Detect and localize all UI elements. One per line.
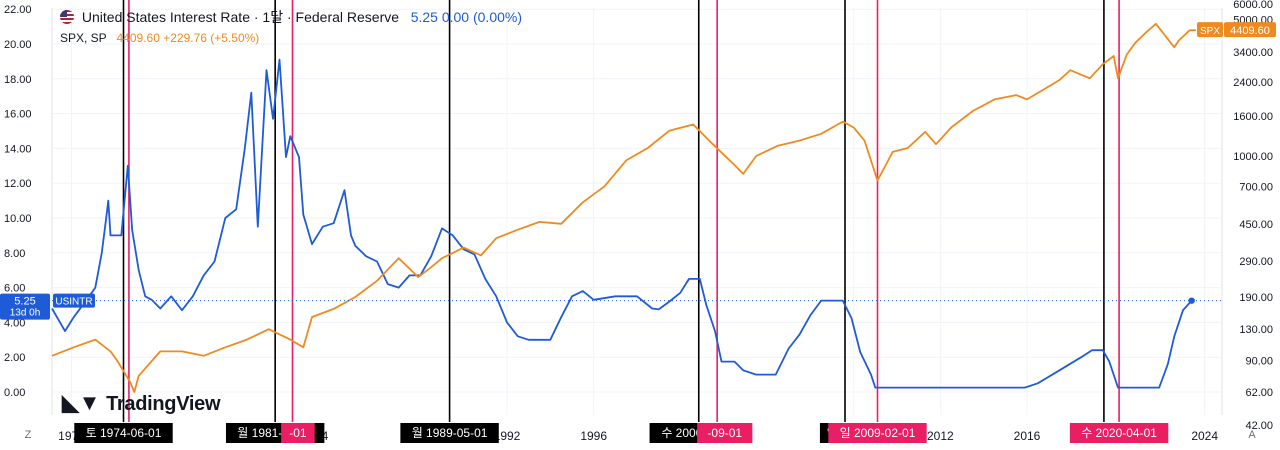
x-tick-label: 2024 <box>1191 429 1218 443</box>
y-left-tick-label: 22.00 <box>4 4 32 16</box>
y-left-tick-label: 8.00 <box>4 248 25 260</box>
spx-line <box>51 22 1197 393</box>
interest-rate-line <box>51 58 1193 389</box>
date-tag-label: -01 <box>289 426 307 440</box>
y-left-tick-label: 0.00 <box>4 387 25 399</box>
y-right-tick-label: 190.00 <box>1239 292 1273 304</box>
auto-scale-button[interactable]: A <box>1248 429 1256 441</box>
y-right-tick-label: 6000.00 <box>1233 0 1273 11</box>
legend-main: United States Interest Rate · 1달 · Feder… <box>60 7 522 27</box>
left-price-label-value: 5.25 <box>14 296 35 308</box>
right-symbol-tag-bg <box>1197 22 1223 38</box>
y-left-tick-label: 20.00 <box>4 39 32 51</box>
x-tick-label-partial: 4 <box>322 429 329 443</box>
y-right-tick-label: 42.00 <box>1245 420 1273 432</box>
legend-spx-value: 4409.60 +229.76 (+5.50%) <box>116 31 260 45</box>
y-left-tick-label: 10.00 <box>4 213 32 225</box>
left-symbol-tag: USINTR <box>55 297 92 308</box>
y-right-tick-label: 450.00 <box>1239 219 1273 231</box>
interest-rate-last-point <box>1188 297 1195 304</box>
y-right-tick-label: 290.00 <box>1239 256 1273 268</box>
legend-spx: SPX, SP 4409.60 +229.76 (+5.50%) <box>60 31 259 45</box>
zoom-reset-button[interactable]: Z <box>24 429 32 441</box>
legend-spx-label[interactable]: SPX, SP <box>60 31 107 45</box>
y-right-tick-label: 700.00 <box>1239 181 1273 193</box>
date-tag-bg <box>400 423 499 443</box>
tradingview-mark-icon: ◣▼ <box>62 390 101 415</box>
y-right-tick-label: 1600.00 <box>1233 111 1273 123</box>
right-price-label-value: 4409.60 <box>1230 25 1270 37</box>
left-price-label-timer: 13d 0h <box>10 308 41 319</box>
date-tag-bg <box>281 423 315 443</box>
tradingview-logo-text: TradingView <box>106 393 221 415</box>
date-tag-bg <box>74 423 173 443</box>
legend-title-value: 5.25 0.00 (0.00%) <box>410 9 522 25</box>
left-price-label-bg <box>0 293 50 320</box>
y-left-tick-label: 18.00 <box>4 74 32 86</box>
right-price-label-bg <box>1224 22 1276 38</box>
y-left-tick-label: 14.00 <box>4 143 32 155</box>
tradingview-logo[interactable]: ◣▼ TradingView <box>62 390 221 416</box>
left-symbol-tag-bg <box>53 293 95 308</box>
y-right-tick-label: 130.00 <box>1239 324 1273 336</box>
date-tag-label: 월 1989-05-01 <box>412 426 488 440</box>
y-left-tick-label: 12.00 <box>4 178 32 190</box>
legend-title[interactable]: United States Interest Rate · 1달 · Feder… <box>81 9 400 25</box>
us-flag-icon <box>60 10 74 24</box>
y-left-tick-label: 16.00 <box>4 109 32 121</box>
date-tag-bg <box>828 423 927 443</box>
y-right-tick-label: 3400.00 <box>1233 47 1273 59</box>
y-right-tick-label: 90.00 <box>1245 355 1273 367</box>
y-right-tick-label: 62.00 <box>1245 387 1273 399</box>
x-tick-label: 1996 <box>580 429 607 443</box>
right-symbol-tag: SPX <box>1200 26 1220 37</box>
date-tag-label: 일 2009-02-01 <box>840 426 916 440</box>
y-left-tick-label: 6.00 <box>4 283 25 295</box>
y-left-tick-label: 2.00 <box>4 352 25 364</box>
date-tag-label: -09-01 <box>707 426 742 440</box>
x-tick-label: 2016 <box>1014 429 1041 443</box>
y-right-tick-label: 1000.00 <box>1233 151 1273 163</box>
date-tag-bg <box>697 423 753 443</box>
x-tick-label: 2012 <box>927 429 954 443</box>
date-tag-label: 토 1974-06-01 <box>86 426 162 440</box>
y-left-tick-label: 4.00 <box>4 317 25 329</box>
x-tick-label: 1992 <box>494 429 521 443</box>
date-tag-label: 수 2020-04-01 <box>1081 426 1157 440</box>
date-tag-bg <box>1069 423 1169 443</box>
y-right-tick-label: 2400.00 <box>1233 77 1273 89</box>
